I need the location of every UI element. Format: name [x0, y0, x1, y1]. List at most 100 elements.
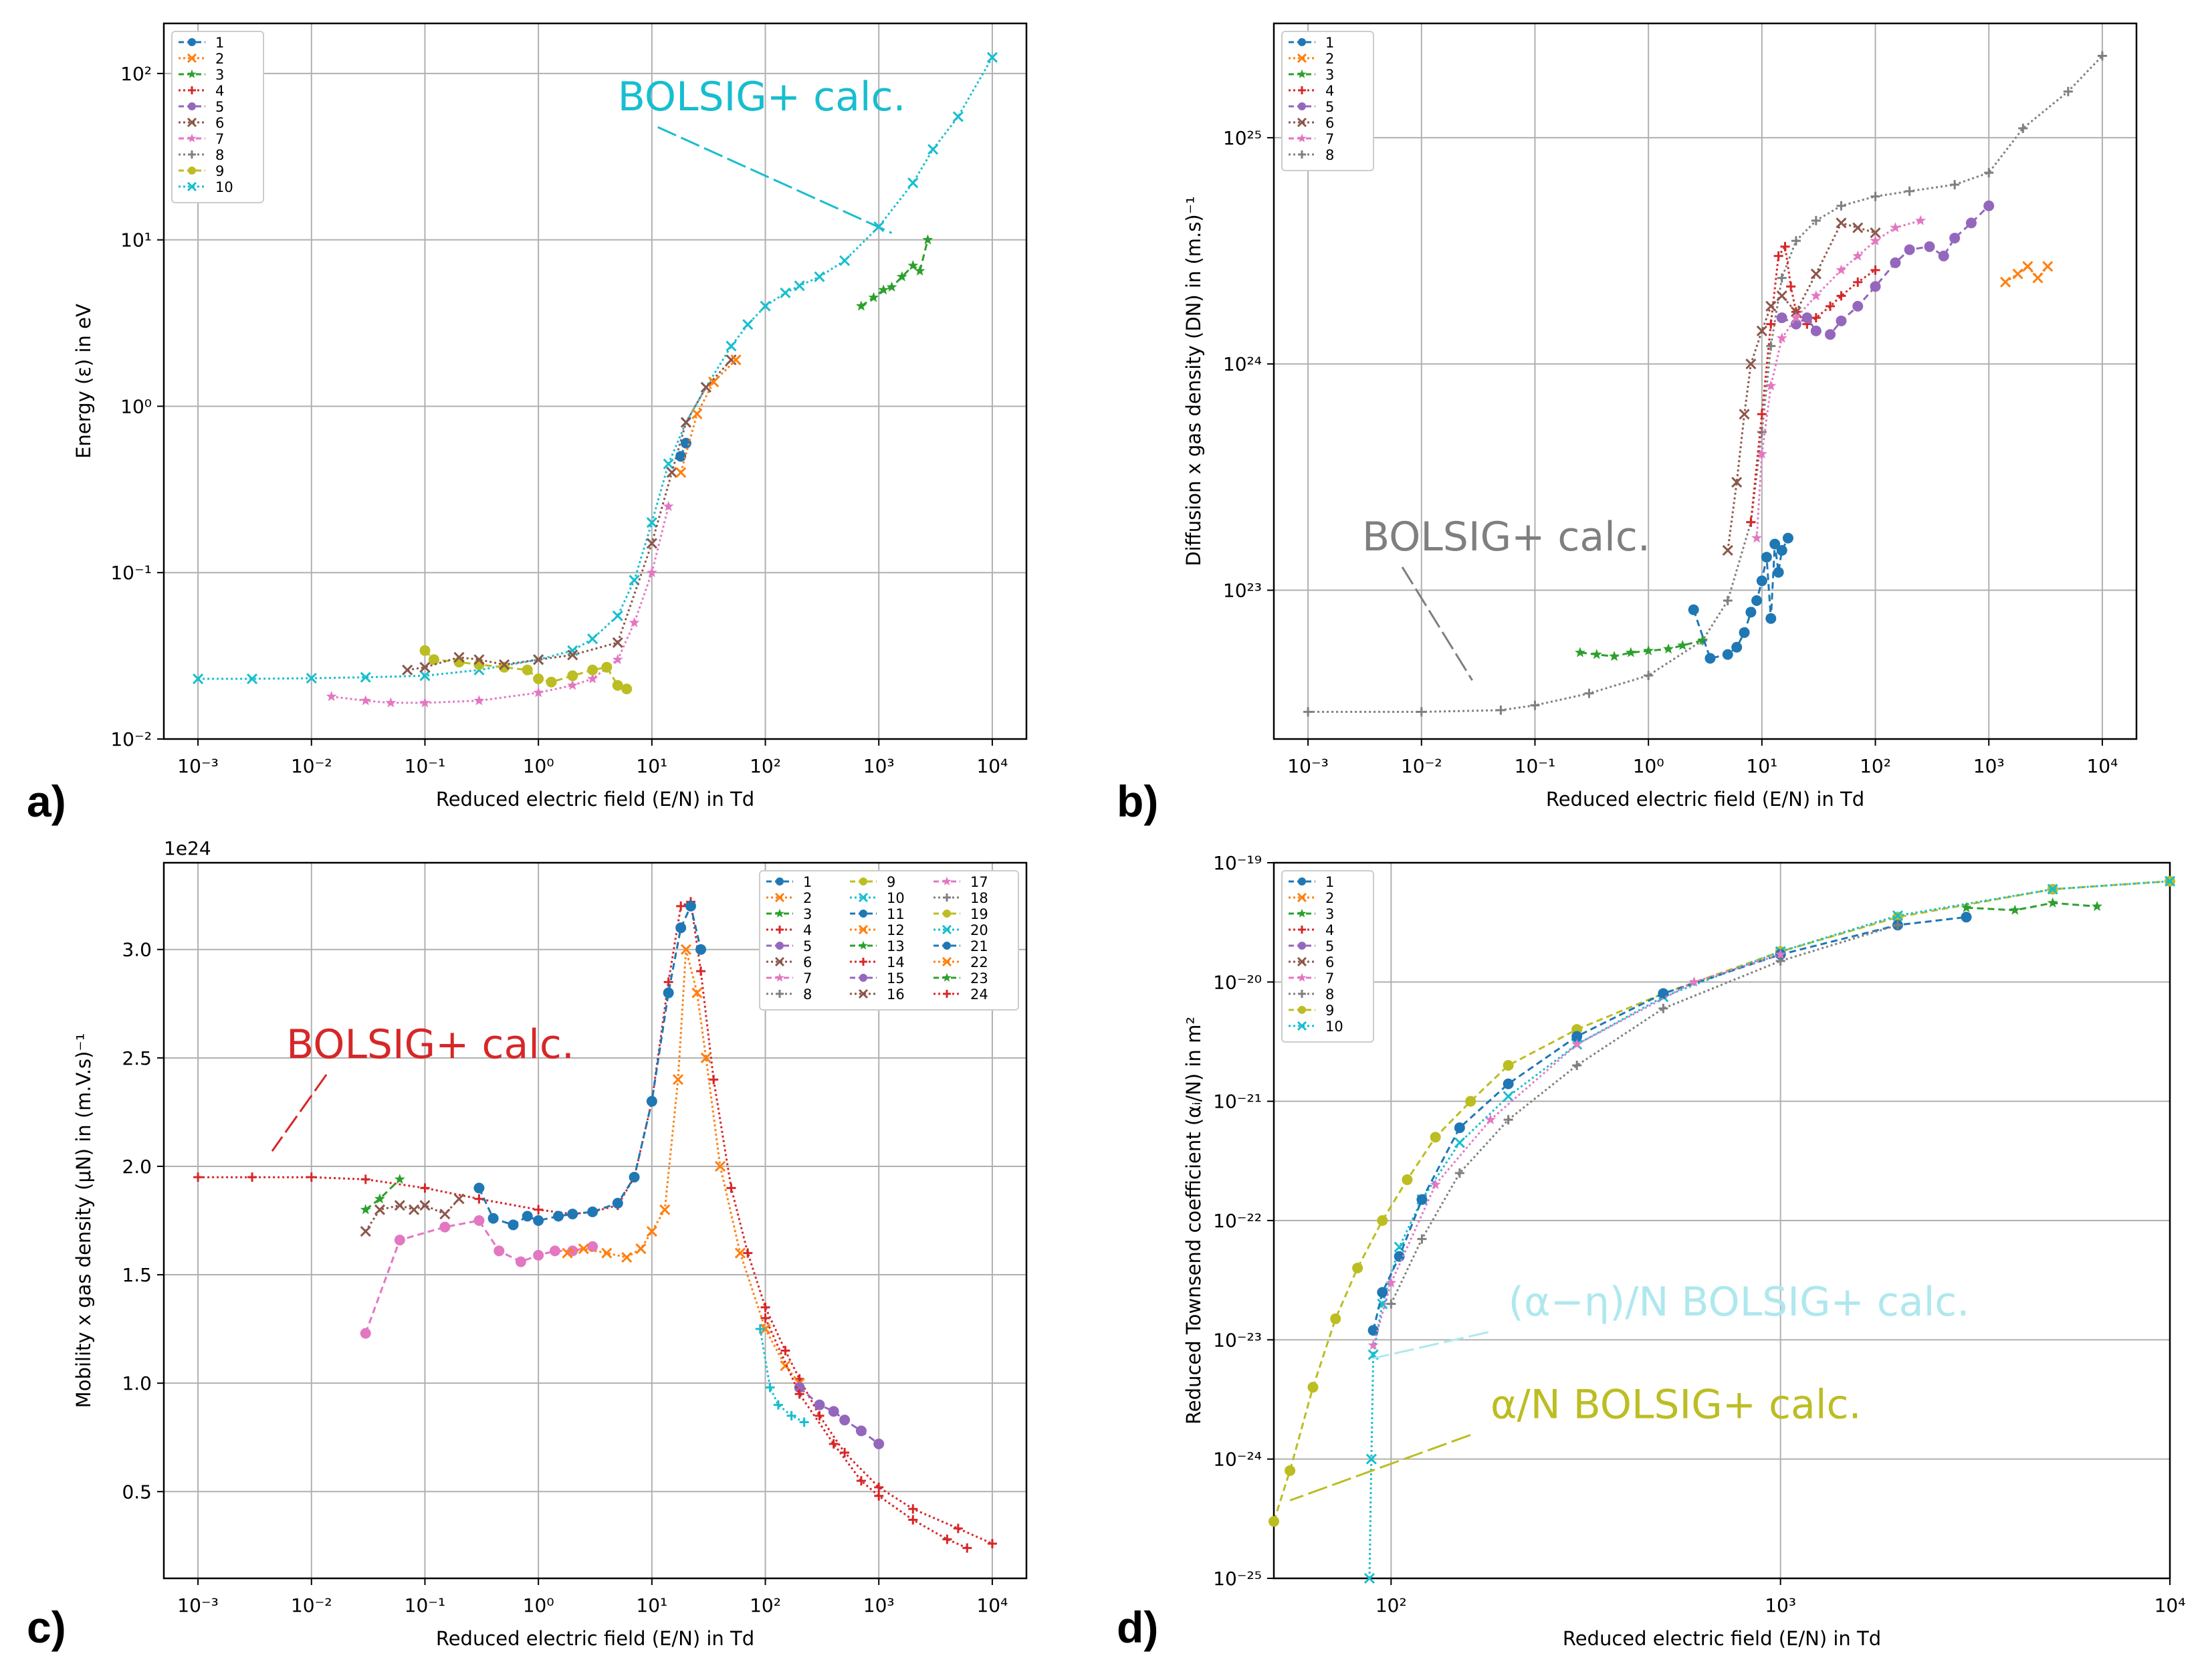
x-tick-label: 10² — [1860, 755, 1891, 777]
data-point — [439, 1209, 451, 1220]
x-tick-label: 10³ — [1765, 1594, 1796, 1616]
data-point — [829, 1439, 839, 1449]
x-tick-label: 10⁻³ — [177, 755, 219, 777]
data-point — [1983, 200, 1995, 211]
data-point — [1786, 282, 1796, 292]
data-point — [1773, 251, 1783, 261]
legend-marker — [859, 877, 867, 885]
legend-label: 10 — [215, 179, 233, 195]
x-tick-label: 10² — [750, 755, 781, 777]
x-tick-label: 10⁻¹ — [1515, 755, 1556, 777]
series-line — [1273, 880, 2171, 1522]
legend-label: 2 — [803, 890, 812, 906]
data-point — [780, 1346, 790, 1356]
data-point — [1377, 1215, 1388, 1226]
data-point — [1775, 956, 1785, 966]
data-point — [1745, 358, 1757, 370]
data-point — [1386, 1277, 1397, 1287]
data-point — [700, 1052, 711, 1063]
data-point — [1765, 300, 1777, 312]
series-6 — [360, 1193, 465, 1237]
panel-label-a: a) — [27, 776, 66, 826]
data-point — [962, 1543, 972, 1553]
data-point — [1496, 705, 1506, 715]
data-point — [1852, 222, 1864, 233]
data-point — [675, 922, 687, 934]
legend-marker — [1297, 892, 1307, 903]
series-2 — [675, 354, 742, 478]
data-point — [1961, 902, 1972, 912]
x-tick-label: 10⁻³ — [1287, 755, 1329, 777]
legend-marker — [1297, 908, 1307, 918]
series-1 — [1688, 532, 1793, 664]
data-point — [1454, 1168, 1464, 1178]
data-point — [1790, 312, 1801, 322]
y-tick-label: 10⁻¹⁹ — [1213, 852, 1262, 874]
y-tick-label: 10²⁵ — [1223, 127, 1262, 149]
series-5 — [794, 1382, 885, 1449]
x-tick-label: 10⁻³ — [177, 1594, 219, 1616]
data-point — [621, 1252, 633, 1263]
data-point — [760, 1324, 771, 1335]
data-point — [621, 684, 633, 695]
legend-marker — [943, 942, 951, 950]
data-point — [1609, 651, 1620, 661]
data-point — [1677, 639, 1688, 650]
legend-label: 14 — [887, 954, 905, 970]
data-point — [1810, 290, 1822, 301]
data-point — [659, 1204, 671, 1215]
x-axis-label: Reduced electric field (E/N) in Td — [1546, 788, 1864, 811]
data-point — [685, 900, 696, 912]
data-point — [1836, 291, 1846, 301]
data-point — [578, 1243, 589, 1255]
legend-marker — [776, 877, 784, 885]
series-2 — [562, 944, 805, 1389]
data-point — [419, 670, 431, 681]
legend-marker — [1298, 990, 1306, 998]
x-tick-label: 10⁴ — [2155, 1594, 2186, 1616]
series-line — [1390, 924, 1898, 1305]
data-point — [914, 265, 925, 276]
data-point — [567, 645, 578, 656]
data-point — [635, 1243, 647, 1255]
legend-label: 5 — [1325, 938, 1334, 954]
data-point — [360, 1204, 371, 1215]
legend-marker — [859, 974, 867, 982]
data-point — [874, 1491, 884, 1501]
data-point — [1756, 575, 1767, 587]
data-point — [663, 977, 673, 987]
data-point — [1892, 910, 1904, 922]
data-point — [612, 610, 623, 621]
legend-marker — [187, 69, 197, 78]
data-point — [1285, 1465, 1296, 1476]
data-point — [1776, 332, 1787, 343]
data-point — [1402, 1174, 1413, 1185]
legend-marker — [188, 167, 196, 175]
data-point — [1961, 912, 1972, 923]
data-point — [646, 1095, 657, 1107]
data-point — [691, 408, 703, 419]
legend-marker — [943, 990, 951, 998]
data-point — [1367, 1325, 1379, 1336]
series-3 — [856, 234, 933, 311]
legend-label: 6 — [1325, 954, 1334, 970]
series-4 — [1746, 241, 1880, 527]
legend-marker — [1298, 150, 1306, 159]
legend-label: 10 — [887, 890, 905, 906]
x-tick-label: 10⁴ — [976, 755, 1008, 777]
legend-label: 4 — [1325, 922, 1334, 938]
legend-marker — [1298, 102, 1306, 110]
data-point — [1430, 1178, 1441, 1190]
legend-label: 2 — [1325, 890, 1334, 906]
legend-label: 8 — [1325, 986, 1334, 1003]
data-point — [1352, 1262, 1363, 1273]
data-point — [567, 670, 578, 681]
data-point — [2063, 86, 2073, 96]
data-point — [856, 1476, 866, 1486]
legend-marker — [858, 988, 869, 999]
axis-offset-text: 1e24 — [164, 837, 211, 859]
data-point — [612, 679, 623, 691]
data-point — [473, 1182, 485, 1194]
